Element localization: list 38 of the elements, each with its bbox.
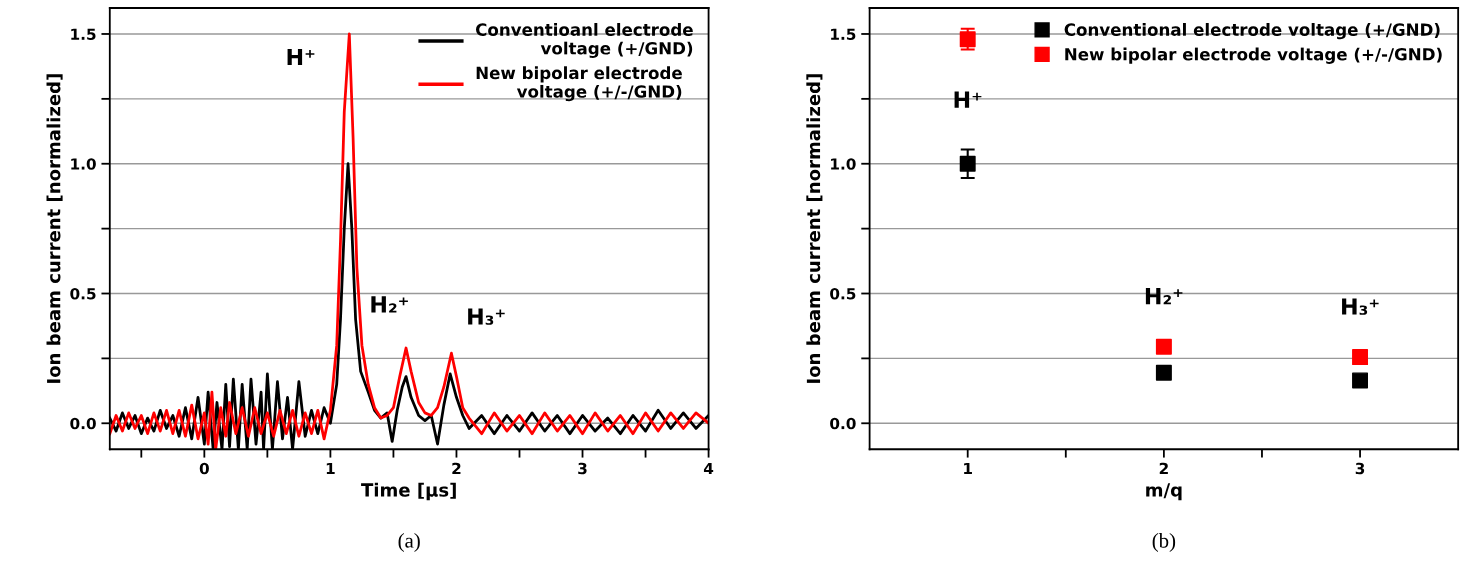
legend-label: Conventional electrode voltage (+/GND): [1064, 23, 1440, 40]
legend-label: New bipolar electrode voltage (+/-/GND): [1065, 47, 1442, 64]
x-tick-label: 4: [703, 462, 714, 475]
x-axis-title: m/q: [1146, 483, 1182, 501]
annotation: H⁺: [954, 91, 982, 108]
x-tick-label: 3: [1355, 462, 1365, 475]
x-tick-label: 3: [578, 462, 587, 475]
legend-label: New bipolar electrode voltage (+/-/GND): [476, 66, 682, 102]
point: [1352, 349, 1369, 366]
annotation: H₃⁺: [468, 308, 505, 325]
point: [959, 155, 976, 172]
x-tick-label: 2: [452, 462, 461, 475]
x-tick-label: 2: [1159, 462, 1168, 475]
point: [1352, 372, 1369, 389]
point: [959, 31, 976, 48]
y-tick-label: 1.5: [71, 28, 96, 40]
y-tick-label: 1.0: [71, 158, 96, 170]
y-axis-title: Ion beam current [normalized]: [806, 74, 823, 383]
x-tick-label: 0: [199, 462, 209, 475]
y-tick-label: 0.0: [830, 417, 856, 430]
y-axis-title: Ion beam current [normalized]: [46, 74, 63, 383]
annotation: H₃⁺: [1342, 298, 1379, 315]
annotation: H₂⁺: [371, 296, 408, 313]
point: [1155, 338, 1172, 355]
text: (a): [398, 533, 420, 552]
x-axis-title: Time [μs]: [361, 482, 456, 501]
text: (b): [1152, 533, 1176, 552]
x-tick-label: 1: [964, 462, 972, 475]
y-tick-label: 1.5: [831, 28, 856, 40]
legend-label: Conventioanl electrode voltage (+/GND): [476, 23, 693, 58]
y-tick-label: 0.5: [70, 287, 96, 300]
y-tick-label: 1.0: [831, 158, 856, 170]
annotation: H⁺: [287, 48, 315, 66]
point: [1155, 364, 1172, 381]
annotation: H₂⁺: [1145, 288, 1183, 305]
y-tick-label: 0.0: [70, 417, 96, 430]
y-tick-label: 0.5: [830, 287, 856, 300]
x-tick-label: 1: [326, 462, 335, 475]
